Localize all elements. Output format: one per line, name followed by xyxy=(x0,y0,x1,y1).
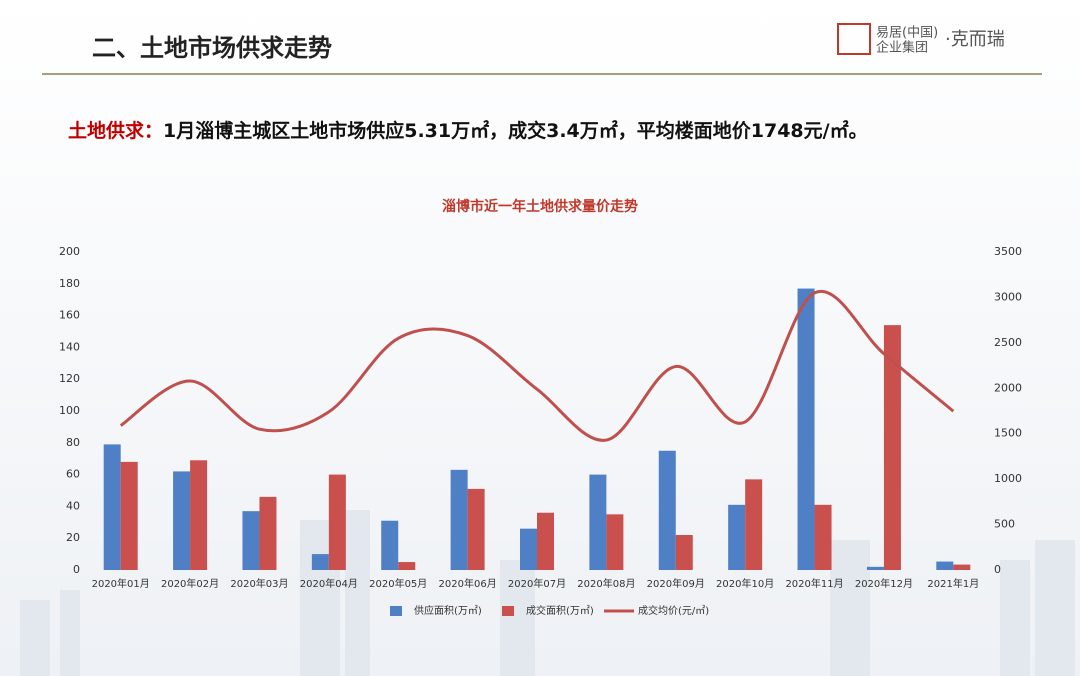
logo-mark xyxy=(837,23,871,55)
y2-tick-label: 3500 xyxy=(994,245,1022,258)
y2-tick-label: 500 xyxy=(994,518,1015,531)
y2-tick-label: 0 xyxy=(994,563,1001,576)
legend-label: 成交面积(万㎡) xyxy=(526,604,594,617)
y-tick-label: 40 xyxy=(66,499,80,512)
x-tick-label: 2020年08月 xyxy=(577,577,635,590)
y-tick-label: 160 xyxy=(59,309,80,322)
bar xyxy=(606,514,624,570)
bar xyxy=(537,512,554,570)
bar xyxy=(259,496,277,570)
bar xyxy=(190,460,208,570)
y2-tick-label: 2000 xyxy=(994,381,1022,394)
logo-brand: ·克而瑞 xyxy=(945,29,1005,50)
x-tick-label: 2020年07月 xyxy=(508,577,566,590)
x-tick-label: 2020年04月 xyxy=(300,577,358,590)
y2-tick-label: 1000 xyxy=(994,472,1022,485)
bar xyxy=(936,561,954,570)
x-tick-label: 2020年09月 xyxy=(647,577,705,590)
y2-tick-label: 3000 xyxy=(994,290,1022,303)
bar xyxy=(520,528,537,570)
summary: 土地供求：1月淄博主城区土地市场供应5.31万㎡，成交3.4万㎡，平均楼面地价1… xyxy=(68,119,868,142)
x-tick-label: 2020年10月 xyxy=(716,577,774,590)
bar xyxy=(120,461,138,570)
x-tick-label: 2020年02月 xyxy=(161,577,219,590)
x-tick-label: 2020年05月 xyxy=(369,577,427,590)
summary-text: 1月淄博主城区土地市场供应5.31万㎡，成交3.4万㎡，平均楼面地价1748元/… xyxy=(163,119,868,142)
bar xyxy=(381,520,399,570)
bar xyxy=(311,554,329,570)
bar xyxy=(814,504,832,570)
bar xyxy=(658,450,676,570)
bar xyxy=(728,504,746,570)
logo-line2: 企业集团 xyxy=(876,40,928,56)
bar xyxy=(103,444,121,570)
x-tick-label: 2020年06月 xyxy=(439,577,497,590)
y-tick-label: 20 xyxy=(66,531,80,544)
bar xyxy=(328,474,346,570)
line xyxy=(119,289,955,442)
y-tick-label: 80 xyxy=(66,436,80,449)
x-tick-label: 2020年12月 xyxy=(855,577,913,590)
y-tick-label: 140 xyxy=(59,340,80,353)
legend-label: 成交均价(元/㎡) xyxy=(638,604,709,617)
legend-swatch xyxy=(390,606,402,616)
x-tick-label: 2020年03月 xyxy=(230,577,288,590)
bar xyxy=(866,566,884,570)
bar xyxy=(173,471,191,570)
bar xyxy=(242,511,260,570)
y-tick-label: 180 xyxy=(59,277,80,290)
y-tick-label: 0 xyxy=(73,563,80,576)
logo-line1: 易居(中国) xyxy=(876,26,938,41)
y-tick-label: 100 xyxy=(59,404,80,417)
chart-title: 淄博市近一年土地供求量价走势 xyxy=(442,198,638,215)
bar xyxy=(953,564,971,570)
bar xyxy=(675,535,693,570)
summary-label: 土地供求： xyxy=(68,119,163,142)
y-tick-label: 200 xyxy=(59,245,80,258)
bar xyxy=(589,474,607,570)
legend-swatch xyxy=(502,606,514,616)
bar xyxy=(745,479,763,570)
bar xyxy=(450,469,468,570)
y-tick-label: 60 xyxy=(66,468,80,481)
x-tick-label: 2020年01月 xyxy=(92,577,150,590)
x-tick-label: 2020年11月 xyxy=(785,577,843,590)
y-tick-label: 120 xyxy=(59,372,80,385)
x-tick-label: 2021年1月 xyxy=(927,577,979,590)
bar xyxy=(797,288,815,570)
bar xyxy=(467,488,485,570)
legend-label: 供应面积(万㎡) xyxy=(414,604,482,617)
bar xyxy=(398,562,416,570)
skyline xyxy=(20,510,1075,676)
header-title: 二、土地市场供求走势 xyxy=(92,34,332,62)
bar xyxy=(883,325,901,570)
y2-tick-label: 1500 xyxy=(994,427,1022,440)
y2-tick-label: 2500 xyxy=(994,336,1022,349)
